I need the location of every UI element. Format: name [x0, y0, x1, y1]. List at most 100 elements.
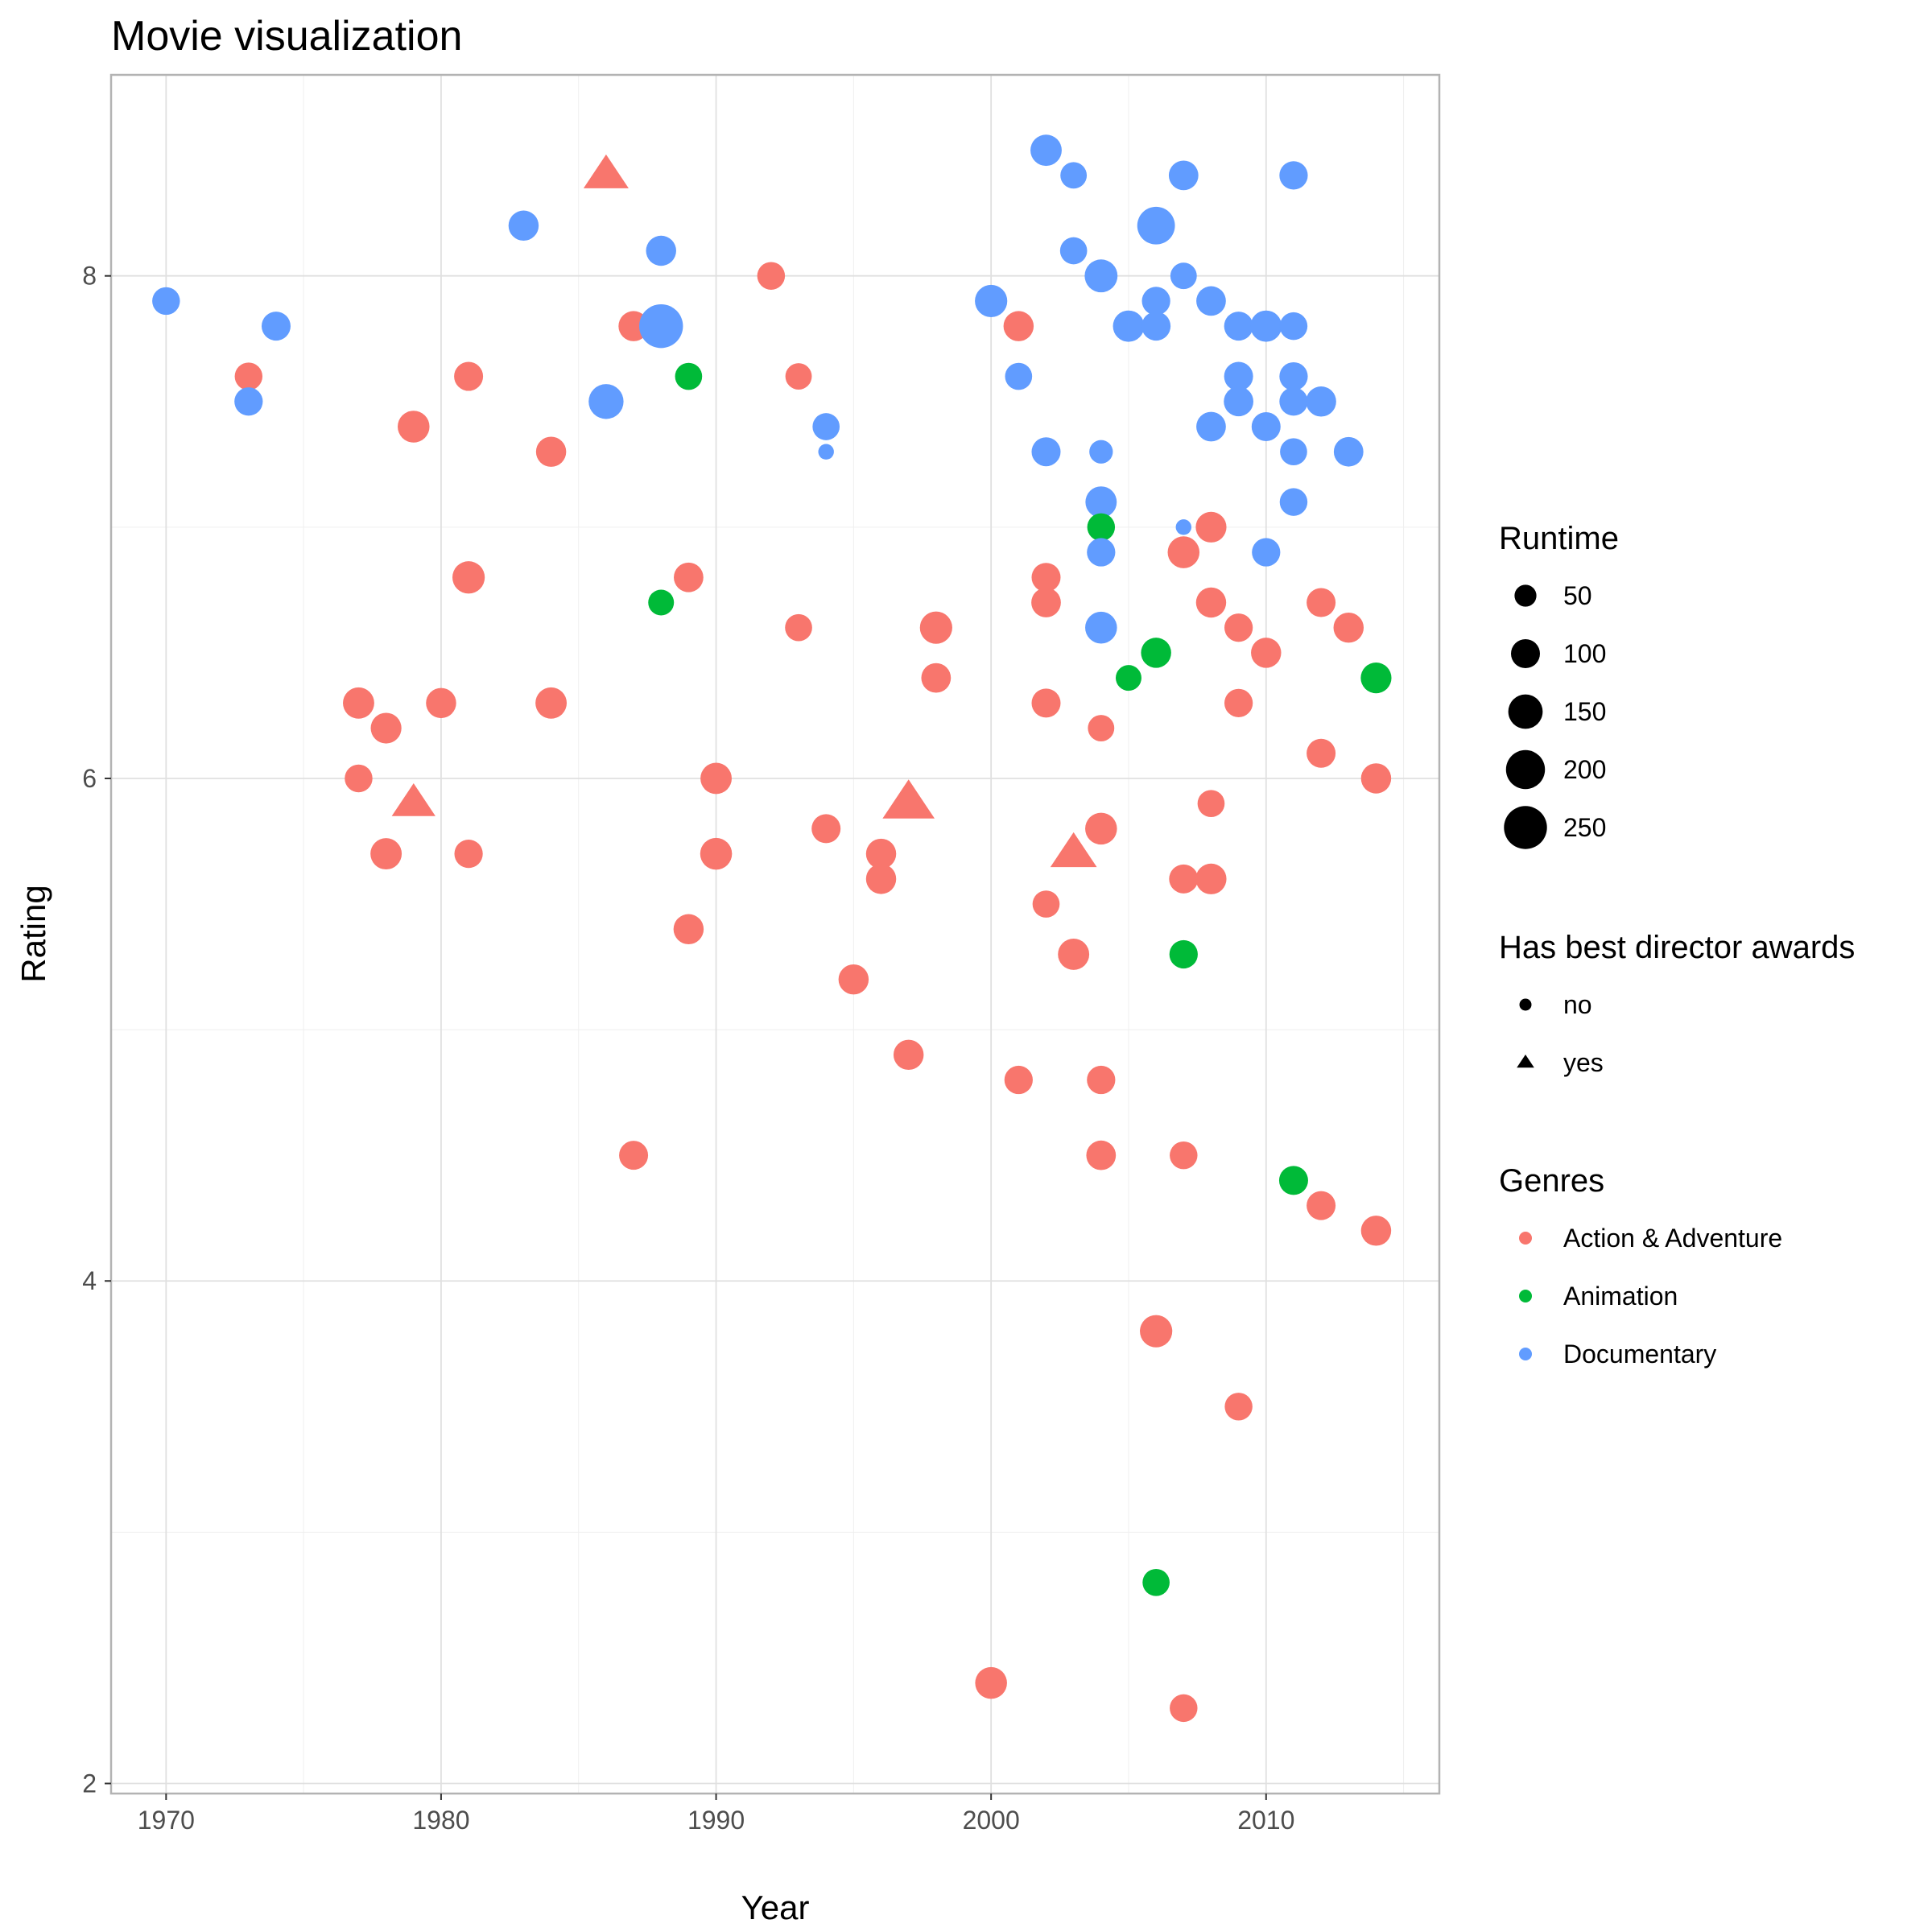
data-point — [1085, 486, 1117, 518]
data-point — [370, 712, 402, 744]
data-point — [1360, 1216, 1392, 1246]
data-point — [1197, 790, 1225, 818]
legend-size-label: 200 — [1563, 755, 1606, 784]
legend-size-key — [1505, 749, 1546, 790]
data-point — [234, 362, 263, 390]
x-tick-label: 1980 — [412, 1806, 469, 1835]
y-axis-title: Rating — [14, 885, 52, 982]
data-point — [345, 764, 373, 793]
x-tick-label: 1970 — [138, 1806, 195, 1835]
y-tick-label: 8 — [82, 262, 97, 291]
data-point — [1279, 312, 1308, 341]
data-point — [674, 562, 704, 592]
data-point — [1252, 538, 1281, 567]
data-point — [1085, 611, 1117, 644]
data-point — [1360, 663, 1392, 694]
data-point — [234, 387, 263, 416]
data-point — [1195, 587, 1227, 618]
data-point — [1307, 1191, 1336, 1220]
grid-minor — [111, 75, 1439, 1794]
data-point — [1279, 161, 1308, 190]
legend-shape-items: no yes — [1517, 990, 1604, 1077]
data-point — [454, 361, 484, 391]
legend-color-key — [1519, 1348, 1532, 1360]
data-point — [1224, 613, 1253, 642]
data-point — [1196, 286, 1226, 316]
data-point — [1224, 312, 1253, 341]
data-point — [1170, 262, 1197, 290]
data-point — [535, 687, 568, 719]
data-point-triangle — [1050, 832, 1097, 868]
data-point — [454, 839, 483, 869]
data-point — [1084, 259, 1118, 293]
legend-size-items: 50 100 150 200 250 — [1504, 581, 1606, 849]
legend-size-key — [1508, 694, 1543, 729]
legend: Runtime 50 100 150 200 250 Has best director… — [1499, 521, 1855, 1368]
legend-color-title: Genres — [1499, 1163, 1604, 1199]
data-point — [811, 814, 841, 844]
data-point — [261, 312, 291, 341]
x-tick-label: 2000 — [963, 1806, 1020, 1835]
data-point — [1250, 310, 1282, 342]
data-point — [1333, 436, 1364, 467]
data-point — [508, 210, 539, 242]
x-axis-title: Year — [741, 1889, 810, 1926]
data-point — [343, 687, 374, 719]
x-tick-label: 2010 — [1237, 1806, 1294, 1835]
data-point-triangle — [583, 154, 629, 188]
data-point — [1140, 1315, 1173, 1348]
data-point — [1307, 738, 1336, 768]
data-point — [1031, 563, 1061, 592]
data-point — [1032, 890, 1060, 918]
data-point — [700, 762, 732, 795]
data-point — [1088, 715, 1115, 741]
data-point — [1059, 237, 1088, 265]
data-point — [1089, 440, 1113, 464]
data-point — [1224, 361, 1253, 391]
data-point — [975, 1666, 1007, 1699]
data-point — [865, 864, 897, 894]
legend-size-label: 100 — [1563, 639, 1606, 668]
legend-shape-label: yes — [1563, 1048, 1604, 1077]
legend-color-items: Action & Adventure Animation Documentary — [1519, 1224, 1782, 1368]
data-point — [865, 838, 897, 869]
data-point — [818, 444, 834, 460]
data-point — [1005, 362, 1033, 390]
data-point — [1141, 638, 1171, 668]
data-point — [1141, 287, 1170, 316]
data-point — [1167, 536, 1200, 568]
legend-size-key — [1511, 639, 1540, 668]
y-tick-label: 4 — [82, 1266, 97, 1295]
data-point — [1137, 206, 1175, 245]
data-point — [1170, 1694, 1198, 1723]
data-point — [648, 589, 675, 616]
data-point — [921, 663, 952, 693]
data-point — [785, 363, 812, 390]
legend-color-label: Animation — [1563, 1282, 1678, 1311]
data-point — [1169, 864, 1199, 894]
data-point — [1279, 387, 1308, 416]
data-point — [1224, 1393, 1253, 1421]
data-point — [1060, 162, 1088, 189]
data-point — [639, 303, 683, 349]
data-point — [1031, 437, 1061, 467]
data-point — [757, 262, 786, 290]
data-point — [1142, 1568, 1170, 1596]
data-point — [785, 613, 812, 642]
legend-size-key — [1504, 806, 1547, 849]
data-point — [812, 413, 840, 440]
legend-shape-key-circle — [1519, 998, 1532, 1011]
data-point — [1278, 1166, 1308, 1195]
data-point — [398, 411, 430, 443]
legend-shape-label: no — [1563, 990, 1592, 1019]
data-point — [1279, 361, 1308, 391]
data-point — [1279, 488, 1308, 516]
data-point-triangle — [882, 779, 935, 819]
legend-size-label: 50 — [1563, 581, 1592, 610]
data-point — [1031, 688, 1061, 718]
data-point — [673, 914, 704, 944]
data-point — [1251, 638, 1282, 668]
data-point-triangle — [391, 783, 436, 816]
